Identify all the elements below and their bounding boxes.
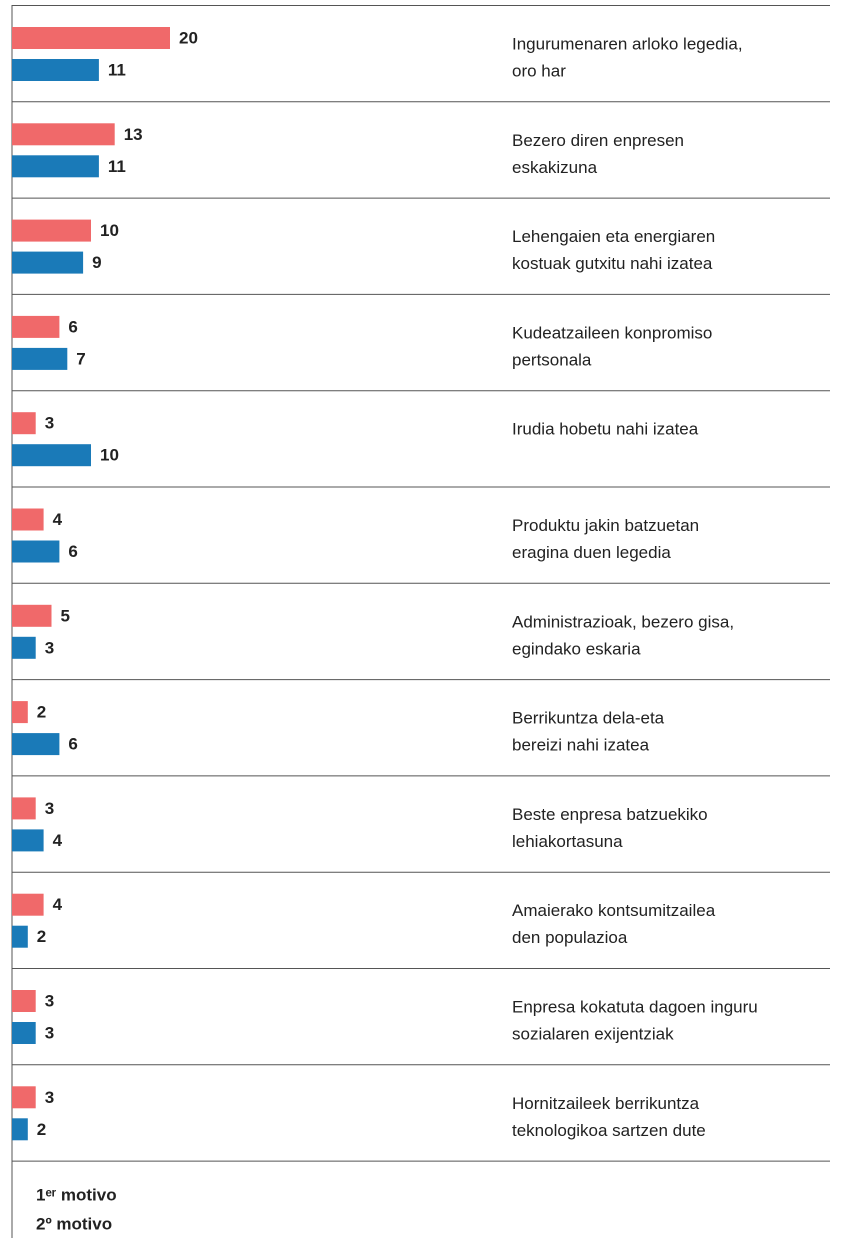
- legend-label: 1ᵉʳ motivo: [36, 1185, 117, 1204]
- value-label: 20: [179, 28, 198, 47]
- category-label: kostuak gutxitu nahi izatea: [512, 254, 713, 273]
- category-label: lehiakortasuna: [512, 832, 623, 851]
- bar: [12, 925, 28, 948]
- value-label: 5: [61, 606, 70, 625]
- bar: [12, 444, 91, 467]
- category-label: teknologikoa sartzen dute: [512, 1121, 706, 1140]
- category-label: Bezero diren enpresen: [512, 131, 684, 150]
- value-label: 6: [68, 542, 77, 561]
- value-label: 4: [53, 510, 63, 529]
- value-label: 4: [53, 895, 63, 914]
- bar: [12, 27, 170, 49]
- bar: [12, 733, 60, 756]
- category-label: Irudia hobetu nahi izatea: [512, 420, 699, 439]
- bar: [12, 636, 36, 659]
- value-label: 3: [45, 1023, 54, 1042]
- bar: [12, 829, 44, 852]
- bar: [12, 412, 36, 435]
- category-label: Ingurumenaren arloko legedia,: [512, 34, 743, 53]
- category-label: Produktu jakin batzuetan: [512, 516, 699, 535]
- category-label: sozialaren exijentziak: [512, 1024, 674, 1043]
- value-label: 3: [45, 414, 54, 433]
- value-label: 2: [37, 703, 46, 722]
- category-label: pertsonala: [512, 350, 592, 369]
- value-label: 10: [100, 446, 119, 465]
- category-label: Enpresa kokatuta dagoen inguru: [512, 997, 758, 1016]
- bar: [12, 540, 60, 563]
- category-label: Amaierako kontsumitzailea: [512, 901, 716, 920]
- category-label: eskakizuna: [512, 158, 598, 177]
- value-label: 10: [100, 221, 119, 240]
- bar: [12, 797, 36, 820]
- category-label: oro har: [512, 61, 566, 80]
- bar: [12, 347, 68, 370]
- value-label: 7: [76, 349, 85, 368]
- category-label: Administrazioak, bezero gisa,: [512, 612, 734, 631]
- value-label: 6: [68, 317, 77, 336]
- category-label: eragina duen legedia: [512, 543, 671, 562]
- bar: [12, 315, 60, 338]
- value-label: 3: [45, 991, 54, 1010]
- bar: [12, 1086, 36, 1109]
- category-label: Beste enpresa batzuekiko: [512, 805, 708, 824]
- value-label: 3: [45, 799, 54, 818]
- bar: [12, 1118, 28, 1141]
- bar: [12, 893, 44, 916]
- value-label: 11: [108, 157, 126, 176]
- category-label: den populazioa: [512, 928, 628, 947]
- value-label: 2: [37, 927, 46, 946]
- category-label: Kudeatzaileen konpromiso: [512, 323, 712, 342]
- bar: [12, 508, 44, 531]
- value-label: 4: [53, 831, 63, 850]
- bar: [12, 219, 91, 242]
- category-label: Lehengaien eta energiaren: [512, 227, 715, 246]
- bar: [12, 604, 52, 627]
- value-label: 2: [37, 1120, 46, 1139]
- bar: [12, 701, 28, 724]
- legend-label: 2º motivo: [36, 1214, 112, 1233]
- category-label: bereizi nahi izatea: [512, 736, 650, 755]
- value-label: 3: [45, 638, 54, 657]
- category-label: egindako eskaria: [512, 639, 641, 658]
- value-label: 13: [124, 125, 143, 144]
- category-label: Hornitzaileek berrikuntza: [512, 1094, 700, 1113]
- bar: [12, 1022, 36, 1044]
- value-label: 11: [108, 60, 126, 79]
- bar: [12, 990, 36, 1012]
- value-label: 3: [45, 1088, 54, 1107]
- bar: [12, 123, 115, 146]
- bar: [12, 59, 99, 81]
- bar: [12, 155, 99, 178]
- category-label: Berrikuntza dela-eta: [512, 709, 665, 728]
- value-label: 9: [92, 253, 101, 272]
- value-label: 6: [68, 735, 77, 754]
- bar: [12, 251, 84, 274]
